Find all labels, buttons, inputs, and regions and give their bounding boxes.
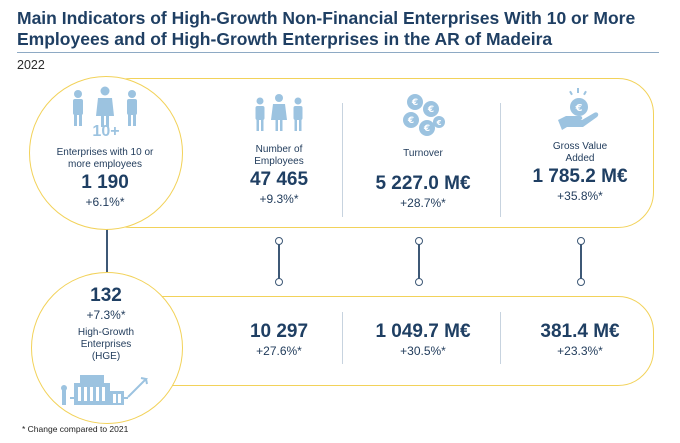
gva-change: +35.8%* <box>557 189 603 203</box>
enterprises-circle <box>29 76 183 230</box>
hge-turnover-change: +30.5%* <box>400 344 446 358</box>
enterprises-change: +6.1%* <box>85 195 125 209</box>
hge-gva-change: +23.3%* <box>557 344 603 358</box>
gva-label: Gross Value Added <box>552 141 608 164</box>
employees-indicator: Number of Employees 47 465 +9.3%* <box>214 92 344 207</box>
divider <box>500 312 501 364</box>
hge-label: High-Growth Enterprises (HGE) <box>77 327 135 362</box>
connector-line <box>278 241 280 281</box>
hge-gva-value: 381.4 M€ <box>540 321 620 342</box>
people-group-icon: 10+ <box>66 86 144 144</box>
svg-text:€: € <box>575 103 583 114</box>
enterprises-value: 1 190 <box>81 172 129 193</box>
turnover-indicator: € € € € € Turnover 5 227.0 M€ +28.7%* <box>350 92 496 211</box>
hge-employees-change: +27.6%* <box>256 344 302 358</box>
hge-gva-indicator: 381.4 M€ +23.3%* <box>505 320 655 359</box>
divider <box>500 103 501 217</box>
page-title: Main Indicators of High-Growth Non-Finan… <box>17 8 636 49</box>
connector-line <box>580 241 582 281</box>
connector-line <box>106 226 108 272</box>
svg-text:€: € <box>436 119 442 127</box>
hge-change: +7.3%* <box>86 308 126 322</box>
enterprises-indicator: 10+ Enterprises with 10 or more employee… <box>45 86 165 210</box>
svg-text:€: € <box>423 124 430 134</box>
employees-value: 47 465 <box>249 169 309 190</box>
connector-dot <box>577 237 585 245</box>
hge-indicator: 132 +7.3%* High-Growth Enterprises (HGE) <box>50 284 162 407</box>
divider <box>342 312 343 364</box>
year-label: 2022 <box>17 58 45 72</box>
gva-value: 1 785.2 M€ <box>532 166 628 187</box>
gva-indicator: € Gross Value Added 1 785.2 M€ +35.8%* <box>505 88 655 204</box>
divider <box>342 103 343 217</box>
top-indicators-band <box>95 78 654 228</box>
people-group-icon <box>255 94 303 131</box>
turnover-label: Turnover <box>403 148 443 159</box>
hge-turnover-indicator: 1 049.7 M€ +30.5%* <box>350 320 496 359</box>
title-divider <box>17 52 659 53</box>
connector-line <box>418 241 420 281</box>
turnover-value: 5 227.0 M€ <box>375 173 471 194</box>
euro-coins-icon: €€ €€€ <box>403 94 445 136</box>
enterprises-label: Enterprises with 10 or more employees <box>56 147 154 170</box>
svg-text:€: € <box>427 105 434 115</box>
hge-indicators-band <box>95 296 654 386</box>
connector-dot <box>415 237 423 245</box>
ten-plus-label: 10+ <box>92 123 120 140</box>
connector-dot <box>275 278 283 286</box>
hge-employees-indicator: 10 297 +27.6%* <box>214 320 344 359</box>
svg-text:€: € <box>411 98 418 108</box>
footnote: * Change compared to 2021 <box>22 424 129 434</box>
hand-coin-icon: € <box>558 88 599 130</box>
hge-turnover-value: 1 049.7 M€ <box>375 321 471 342</box>
turnover-change: +28.7%* <box>400 196 446 210</box>
connector-dot <box>415 278 423 286</box>
employees-change: +9.3%* <box>259 192 299 206</box>
svg-text:€: € <box>407 116 414 126</box>
building-growth-icon <box>61 375 149 405</box>
connector-dot <box>275 237 283 245</box>
connector-dot <box>577 278 585 286</box>
hge-value: 132 <box>90 285 122 306</box>
employees-label: Number of Employees <box>254 144 304 167</box>
hge-employees-value: 10 297 <box>249 321 309 342</box>
